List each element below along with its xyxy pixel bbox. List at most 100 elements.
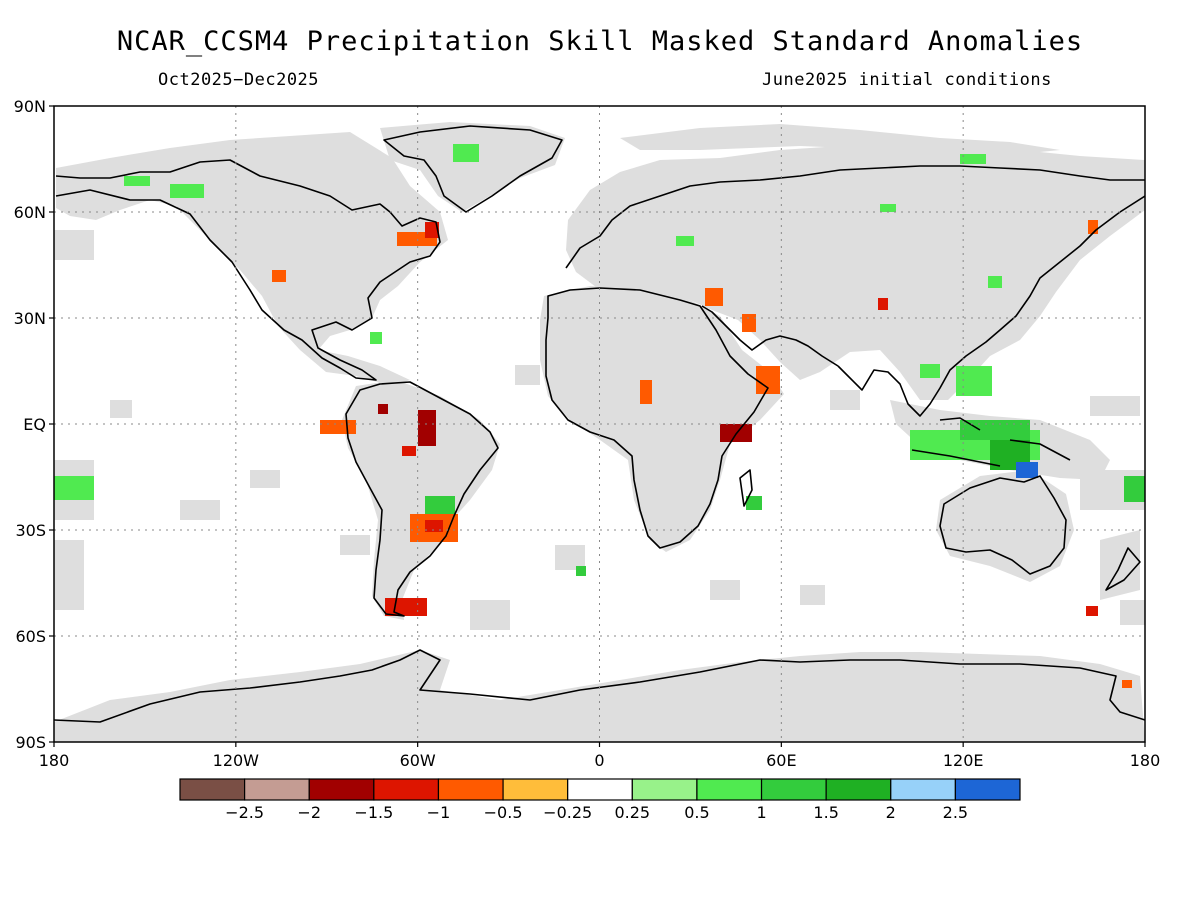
anomaly-patch	[453, 144, 479, 162]
mask-patch	[1000, 240, 1060, 280]
lon-tick-label: 120E	[943, 751, 984, 770]
lat-tick-label: 60N	[14, 203, 46, 222]
coastlines	[54, 125, 1145, 723]
colorbar-swatch	[890, 778, 956, 801]
mask-patch	[515, 365, 540, 385]
anomaly-patch	[988, 276, 1002, 288]
lon-tick-label: 0	[594, 751, 604, 770]
initial-conditions: June2025 initial conditions	[762, 70, 1052, 90]
colorbar-label: 2.5	[943, 803, 968, 822]
colorbar-swatch	[244, 778, 310, 801]
mask-patch	[110, 400, 132, 418]
coast-maritime-continent	[911, 417, 1071, 467]
colorbar-label: −2.5	[225, 803, 264, 822]
lat-tick-label: EQ	[23, 415, 46, 434]
anomaly-patch	[370, 332, 382, 344]
lat-tick-label: 30S	[15, 521, 46, 540]
anomaly-patch	[418, 410, 436, 446]
coast-greenland	[383, 125, 563, 213]
colorbar-label: −1.5	[354, 803, 393, 822]
lat-tick-label: 90S	[15, 733, 46, 752]
mask-patch	[180, 500, 220, 520]
coast-north-america	[55, 159, 441, 381]
colorbar-swatch	[437, 778, 504, 801]
lon-tick-label: 120W	[213, 751, 260, 770]
lon-tick-label: 60W	[400, 751, 436, 770]
mask-africa	[540, 286, 784, 552]
skill-mask-layer	[54, 122, 1145, 742]
anomaly-patch	[676, 236, 694, 246]
anomaly-layer	[54, 144, 1145, 688]
anomaly-patch	[746, 496, 762, 510]
colorbar-swatch	[760, 778, 827, 801]
coast-africa	[545, 287, 769, 549]
anomaly-patch	[960, 154, 986, 164]
colorbar-swatch	[696, 778, 763, 801]
latitude-labels: 90N 60N 30N EQ 30S 60S 90S	[14, 97, 54, 752]
colorbar-label: −0.5	[484, 803, 523, 822]
colorbar-label: −1	[427, 803, 451, 822]
colorbar-swatch	[308, 778, 375, 801]
anomaly-patch	[402, 446, 416, 456]
colorbar-swatch	[631, 778, 698, 801]
mask-patch	[555, 545, 585, 570]
anomaly-patch	[425, 520, 443, 532]
anomaly-patch	[1088, 220, 1098, 234]
lat-tick-label: 90N	[14, 97, 46, 116]
colorbar-label: −2	[297, 803, 321, 822]
mask-antarctica	[54, 650, 1145, 742]
anomaly-patch	[378, 404, 388, 414]
mask-patch	[250, 470, 280, 488]
anomaly-patch	[576, 566, 586, 576]
coast-australia	[939, 475, 1067, 575]
anomaly-patch	[640, 380, 652, 404]
coast-europe-asia	[565, 165, 1145, 269]
mask-australia	[936, 470, 1074, 582]
colorbar-label: 1.5	[813, 803, 838, 822]
coast-east-asia	[837, 195, 1145, 417]
lat-tick-label: 30N	[14, 309, 46, 328]
mask-patch	[340, 535, 370, 555]
colorbar-swatch	[954, 778, 1021, 801]
anomaly-patch	[920, 364, 940, 378]
anomaly-patch	[1124, 476, 1145, 502]
anomaly-patch	[956, 366, 992, 396]
colorbar-swatch	[373, 778, 440, 801]
map-gridlines	[54, 106, 1145, 742]
mask-arctic-islands	[620, 124, 1060, 156]
anomaly-patch	[1122, 680, 1132, 688]
coast-madagascar	[739, 469, 753, 507]
colorbar-label: 0.5	[684, 803, 709, 822]
mask-south-america	[342, 380, 500, 620]
longitude-labels: 180 120W 60W 0 60E 120E 180	[39, 742, 1161, 770]
anomaly-patch	[425, 222, 439, 238]
anomaly-patch	[425, 496, 455, 516]
anomaly-patch	[54, 476, 94, 500]
forecast-period: Oct2025−Dec2025	[158, 70, 320, 90]
coast-new-zealand	[1105, 547, 1141, 591]
anomaly-patch	[742, 314, 756, 332]
mask-eurasia	[566, 146, 1145, 400]
mask-greenland	[380, 122, 565, 212]
lon-tick-label: 60E	[766, 751, 796, 770]
lat-tick-label: 60S	[15, 627, 46, 646]
anomaly-patch	[272, 270, 286, 282]
anomaly-patch	[878, 298, 888, 310]
mask-patch	[1120, 600, 1145, 625]
colorbar-label: −0.25	[543, 803, 592, 822]
colorbar-label: 2	[886, 803, 896, 822]
coast-antarctica	[54, 649, 1145, 723]
anomaly-patch	[1086, 606, 1098, 616]
anomaly-patch	[756, 366, 780, 394]
colorbar-swatch	[502, 778, 569, 801]
colorbar-labels: −2.5 −2 −1.5 −1 −0.5 −0.25 0.25 0.5 1 1.5 2 2.5	[225, 803, 968, 822]
colorbar-label: 0.25	[614, 803, 650, 822]
mask-patch	[710, 580, 740, 600]
mask-patch	[54, 230, 94, 260]
mask-patch	[470, 600, 510, 630]
coast-south-asia	[701, 305, 839, 367]
lon-tick-label: 180	[1130, 751, 1161, 770]
anomaly-patch	[385, 598, 427, 616]
map-title: NCAR_CCSM4 Precipitation Skill Masked St…	[116, 26, 1084, 57]
